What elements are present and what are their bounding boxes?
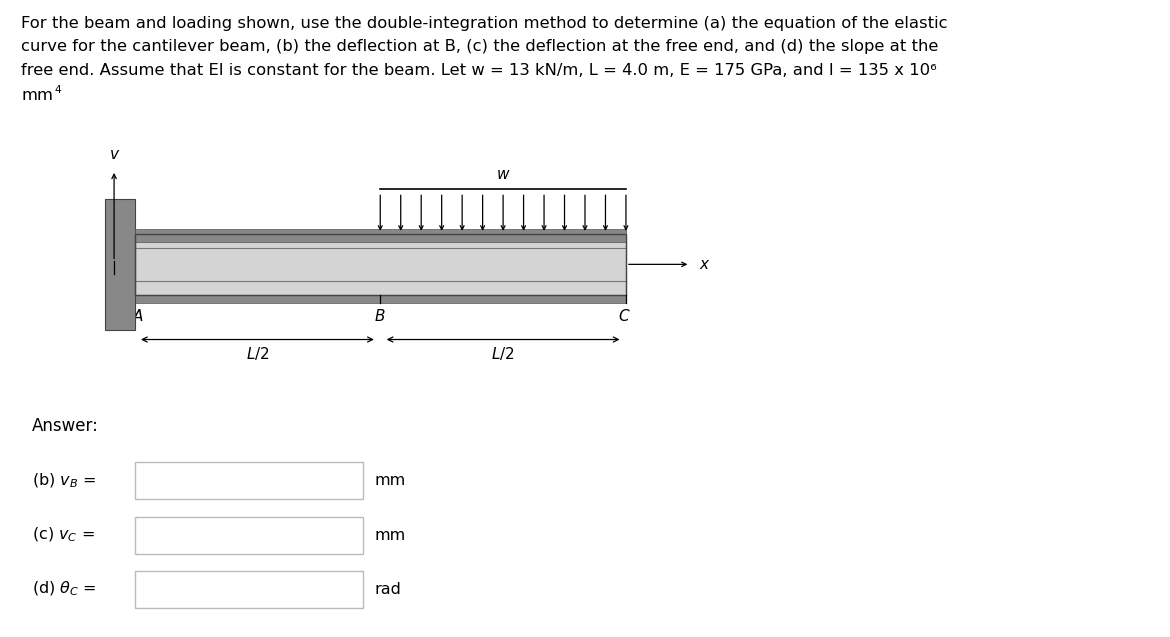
Bar: [135, 295, 626, 303]
Text: A: A: [133, 309, 143, 324]
Text: free end. Assume that EI is constant for the beam. Let w = 13 kN/m, L = 4.0 m, E: free end. Assume that EI is constant for…: [21, 63, 937, 78]
Bar: [135, 234, 626, 295]
Text: mm: mm: [374, 473, 406, 489]
Text: $\mathit{L}$$\mathregular{/2}$: $\mathit{L}$$\mathregular{/2}$: [246, 345, 269, 362]
Text: mm: mm: [374, 527, 406, 543]
Text: (c) $v_C$ =: (c) $v_C$ =: [32, 526, 95, 544]
Bar: [135, 229, 626, 242]
Bar: [135, 571, 363, 608]
Bar: [105, 199, 135, 330]
Text: (b) $v_B$ =: (b) $v_B$ =: [32, 472, 96, 490]
Text: B: B: [376, 309, 385, 324]
Text: curve for the cantilever beam, (b) the deflection at B, (c) the deflection at th: curve for the cantilever beam, (b) the d…: [21, 39, 938, 55]
Text: For the beam and loading shown, use the double-integration method to determine (: For the beam and loading shown, use the …: [21, 16, 948, 31]
Text: w: w: [497, 166, 509, 182]
Text: $\mathit{L}$$\mathregular{/2}$: $\mathit{L}$$\mathregular{/2}$: [491, 345, 515, 362]
Text: C: C: [618, 309, 629, 324]
Bar: [135, 462, 363, 499]
Bar: [135, 234, 626, 295]
Text: 4: 4: [55, 85, 62, 95]
Bar: [135, 517, 363, 554]
Text: x: x: [700, 257, 709, 272]
Text: (d) $\theta_C$ =: (d) $\theta_C$ =: [32, 580, 96, 598]
Text: Answer:: Answer:: [32, 417, 98, 435]
Text: v: v: [110, 147, 118, 162]
Text: rad: rad: [374, 582, 401, 597]
Text: mm: mm: [21, 88, 53, 103]
